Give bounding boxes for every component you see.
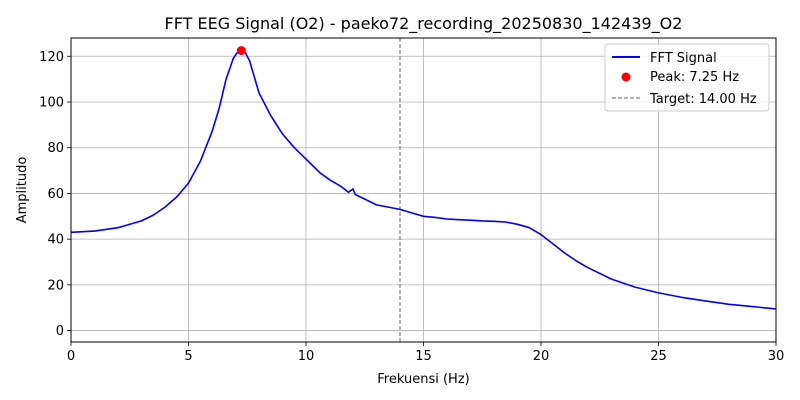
legend-swatch-peak	[621, 72, 631, 82]
x-tick-label: 15	[415, 349, 432, 364]
y-axis-title: Amplitudo	[15, 157, 30, 224]
x-tick-label: 25	[650, 349, 667, 364]
y-tick-label: 60	[47, 187, 64, 202]
y-tick-label: 0	[56, 324, 64, 339]
y-tick-label: 80	[47, 141, 64, 156]
x-tick-label: 30	[768, 349, 785, 364]
x-tick-label: 20	[533, 349, 550, 364]
y-tick-label: 40	[47, 233, 64, 248]
x-tick-label: 0	[67, 349, 75, 364]
x-axis-ticks: 0 5 10 15 20 25 30	[67, 342, 784, 364]
legend-label-target: Target: 14.00 Hz	[649, 92, 757, 107]
legend-label-fft-signal: FFT Signal	[650, 51, 717, 66]
y-tick-label: 100	[39, 96, 64, 111]
x-axis-title: Frekuensi (Hz)	[377, 372, 469, 387]
x-tick-label: 5	[184, 349, 192, 364]
peak-marker	[236, 46, 246, 56]
y-tick-label: 120	[39, 50, 64, 65]
legend-box	[604, 43, 770, 112]
peak-group	[236, 46, 246, 56]
series-line-fft-signal	[70, 49, 777, 310]
legend: FFT Signal Peak: 7.25 Hz Target: 14.00 H…	[604, 43, 770, 112]
series-group	[70, 49, 777, 310]
y-axis-ticks: 0 20 40 60 80 100 120	[39, 50, 71, 339]
legend-label-peak: Peak: 7.25 Hz	[650, 70, 739, 85]
chart-title: FFT EEG Signal (O2) - paeko72_recording_…	[165, 14, 683, 34]
x-tick-label: 10	[298, 349, 315, 364]
y-tick-label: 20	[47, 278, 64, 293]
